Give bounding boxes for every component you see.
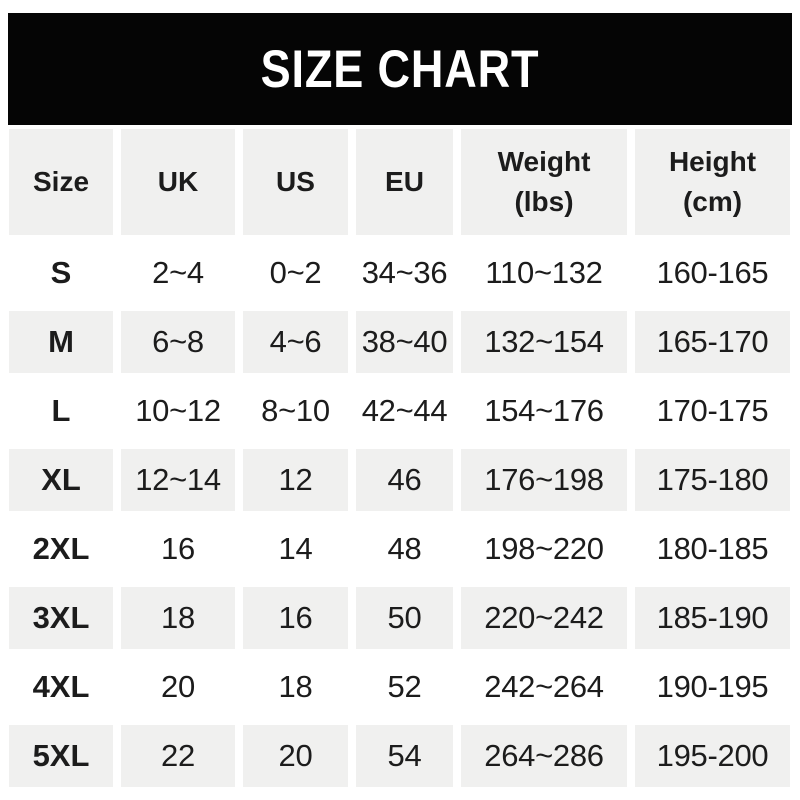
row-label-l: L [9,380,113,442]
size-chart-banner: SIZE CHART [8,13,792,125]
table-cell: 20 [243,725,348,787]
row-label-s: S [9,242,113,304]
table-cell: 165-170 [635,311,790,373]
column-header-weight-lbs: Weight (lbs) [461,129,627,235]
row-label-3xl: 3XL [9,587,113,649]
table-cell: 242~264 [461,656,627,718]
table-cell: 34~36 [356,242,453,304]
table-cell: 154~176 [461,380,627,442]
table-cell: 6~8 [121,311,235,373]
table-cell: 18 [121,587,235,649]
table-cell: 14 [243,518,348,580]
table-cell: 110~132 [461,242,627,304]
column-header-text: EU [385,166,424,197]
table-cell: 18 [243,656,348,718]
table-cell: 16 [243,587,348,649]
table-cell: 2~4 [121,242,235,304]
table-cell: 12 [243,449,348,511]
column-header-text: Height [668,146,757,177]
row-label-4xl: 4XL [9,656,113,718]
table-cell: 48 [356,518,453,580]
table-cell: 185-190 [635,587,790,649]
table-cell: 22 [121,725,235,787]
table-cell: 38~40 [356,311,453,373]
column-header-text: (cm) [682,186,743,217]
table-cell: 160-165 [635,242,790,304]
table-cell: 46 [356,449,453,511]
column-header-height-cm: Height (cm) [635,129,790,235]
table-cell: 220~242 [461,587,627,649]
table-cell: 12~14 [121,449,235,511]
row-label-xl: XL [9,449,113,511]
column-header-size: Size [9,129,113,235]
column-header-us: US [243,129,348,235]
row-label-2xl: 2XL [9,518,113,580]
table-cell: 0~2 [243,242,348,304]
column-header-text: (lbs) [514,186,574,217]
table-cell: 190-195 [635,656,790,718]
row-label-m: M [9,311,113,373]
table-cell: 16 [121,518,235,580]
row-label-5xl: 5XL [9,725,113,787]
column-header-text: Weight [497,146,591,177]
table-cell: 180-185 [635,518,790,580]
table-cell: 10~12 [121,380,235,442]
page-title: SIZE CHART [260,39,540,99]
table-cell: 264~286 [461,725,627,787]
table-cell: 198~220 [461,518,627,580]
table-cell: 4~6 [243,311,348,373]
column-header-text: Size [32,166,90,197]
column-header-uk: UK [121,129,235,235]
table-cell: 175-180 [635,449,790,511]
table-cell: 52 [356,656,453,718]
table-cell: 195-200 [635,725,790,787]
column-header-text: UK [157,166,199,197]
table-cell: 8~10 [243,380,348,442]
column-header-eu: EU [356,129,453,235]
table-cell: 20 [121,656,235,718]
table-cell: 132~154 [461,311,627,373]
table-cell: 170-175 [635,380,790,442]
table-cell: 54 [356,725,453,787]
column-header-text: US [276,166,315,197]
table-cell: 176~198 [461,449,627,511]
table-cell: 42~44 [356,380,453,442]
size-chart-table: Size UK US EU Weight (lbs) Height (cm) S 2~4 0~2 34… [9,129,790,787]
table-cell: 50 [356,587,453,649]
